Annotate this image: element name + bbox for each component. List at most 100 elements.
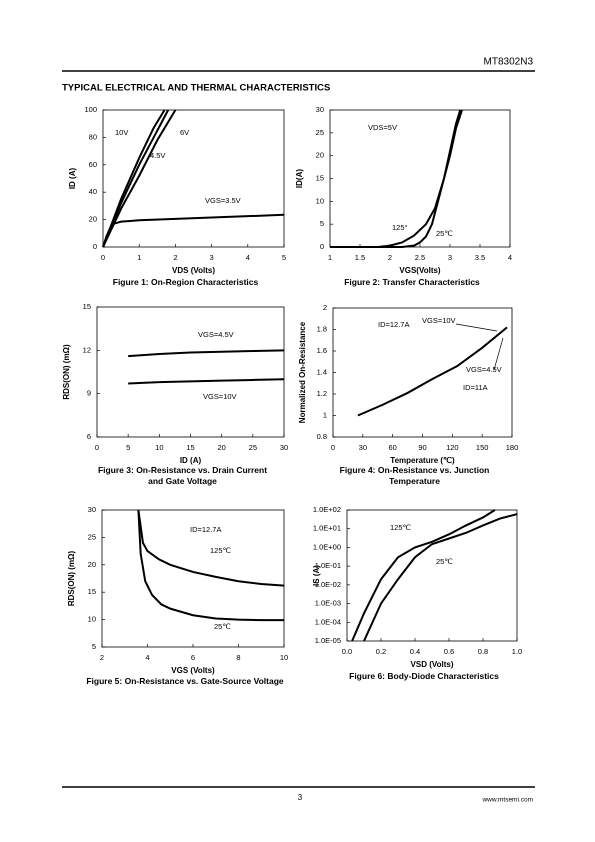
y-tick-label: 30: [88, 505, 96, 514]
annotation: VGS=4.5V: [466, 365, 502, 374]
y-tick-label: 1.0E-01: [315, 561, 341, 570]
x-axis-label: VGS (Volts): [171, 666, 215, 675]
y-tick-label: 1.0E+00: [313, 542, 341, 551]
plot-frame: [102, 109, 285, 248]
series-line: [137, 509, 285, 587]
y-tick-label: 1.4: [317, 367, 327, 376]
y-tick-label: 60: [89, 160, 97, 169]
x-tick-label: 60: [388, 443, 396, 452]
x-tick-label: 1: [137, 253, 141, 262]
arrow: [455, 323, 498, 332]
y-axis-label: RDS(ON) (mΩ): [67, 551, 76, 607]
series-label: 125°: [392, 223, 408, 232]
y-tick-label: 1.0E-02: [315, 580, 341, 589]
x-tick-label: 20: [217, 443, 225, 452]
y-tick-label: 6: [87, 432, 91, 441]
y-tick-label: 9: [87, 389, 91, 398]
y-tick-label: 40: [89, 187, 97, 196]
x-tick-label: 8: [236, 653, 240, 662]
figure-caption: Figure 6: Body-Diode Characteristics: [349, 671, 499, 681]
x-tick-label: 15: [186, 443, 194, 452]
x-tick-label: 3: [210, 253, 214, 262]
annotation: ID=11A: [463, 383, 488, 392]
series-label: VGS=10V: [203, 392, 237, 401]
y-tick-label: 1.0E-04: [315, 617, 341, 626]
x-axis-label: VSD (Volts): [411, 660, 454, 669]
y-tick-label: 0: [93, 242, 97, 251]
y-tick-label: 5: [92, 642, 96, 651]
x-tick-label: 1.0: [512, 647, 522, 656]
x-tick-label: 3.5: [475, 253, 485, 262]
x-tick-label: 4: [145, 653, 149, 662]
x-tick-label: 0: [331, 443, 335, 452]
series-line: [330, 109, 463, 248]
y-axis-label: ID(A): [295, 169, 304, 188]
plot-frame: [96, 306, 285, 438]
y-tick-label: 10: [316, 196, 324, 205]
figure-caption: Figure 5: On-Resistance vs. Gate-Source …: [86, 676, 284, 686]
y-tick-label: 25: [88, 532, 96, 541]
y-tick-label: 1.8: [317, 324, 327, 333]
series-label: 25℃: [436, 557, 453, 566]
y-tick-label: 15: [83, 302, 91, 311]
url: www.mtsemi.com: [481, 797, 533, 804]
y-axis-label: ID (A): [68, 168, 77, 190]
y-tick-label: 1.0E+02: [313, 505, 341, 514]
x-tick-label: 5: [282, 253, 286, 262]
series-label: 125℃: [210, 546, 232, 555]
series-label: 6V: [180, 128, 189, 137]
x-tick-label: 120: [446, 443, 459, 452]
y-tick-label: 30: [316, 105, 324, 114]
figure-caption: Figure 3: On-Resistance vs. Drain Curren…: [97, 465, 268, 486]
part-number: MT8302N3: [484, 57, 534, 68]
series-label: 25℃: [214, 622, 231, 631]
x-tick-label: 10: [155, 443, 163, 452]
y-tick-label: 80: [89, 132, 97, 141]
figure-caption: Figure 1: On-Region Characteristics: [112, 277, 259, 287]
x-tick-label: 150: [476, 443, 489, 452]
x-tick-label: 1.5: [355, 253, 365, 262]
x-tick-label: 0.8: [478, 647, 488, 656]
y-tick-label: 15: [88, 587, 96, 596]
plot-frame: [346, 509, 518, 642]
annotation: ID=12.7A: [378, 320, 409, 329]
x-tick-label: 30: [280, 443, 288, 452]
section-title: TYPICAL ELECTRICAL AND THERMAL CHARACTER…: [62, 83, 330, 94]
series-label: VGS=4.5V: [198, 330, 234, 339]
y-tick-label: 0: [320, 242, 324, 251]
y-tick-label: 1.0E-03: [315, 599, 341, 608]
x-tick-label: 30: [359, 443, 367, 452]
y-axis-label: Normalized On-Resistance: [298, 321, 307, 423]
series-label: 4.5V: [150, 151, 165, 160]
x-tick-label: 2: [173, 253, 177, 262]
plot-frame: [329, 109, 511, 248]
x-tick-label: 1: [328, 253, 332, 262]
y-tick-label: 1.6: [317, 346, 327, 355]
y-tick-label: 15: [316, 173, 324, 182]
x-tick-label: 0: [101, 253, 105, 262]
x-tick-label: 5: [126, 443, 130, 452]
x-tick-label: 3: [448, 253, 452, 262]
annotation: ID=12.7A: [190, 525, 221, 534]
x-tick-label: 2: [100, 653, 104, 662]
series-line: [102, 109, 166, 248]
series-line: [128, 378, 285, 385]
x-tick-label: 0: [95, 443, 99, 452]
x-tick-label: 6: [191, 653, 195, 662]
y-tick-label: 20: [88, 560, 96, 569]
x-axis-label: VDS (Volts): [172, 266, 215, 275]
y-tick-label: 10: [88, 615, 96, 624]
y-tick-label: 5: [320, 219, 324, 228]
x-tick-label: 4: [246, 253, 250, 262]
series-label: 25℃: [436, 229, 453, 238]
x-tick-label: 10: [280, 653, 288, 662]
y-tick-label: 1: [323, 410, 327, 419]
annotation: VGS=10V: [422, 316, 456, 325]
series-label: 10V: [115, 128, 128, 137]
series-label: VGS=3.5V: [205, 196, 241, 205]
page-number: 3: [298, 793, 303, 802]
y-tick-label: 0.8: [317, 432, 327, 441]
y-tick-label: 2: [323, 303, 327, 312]
